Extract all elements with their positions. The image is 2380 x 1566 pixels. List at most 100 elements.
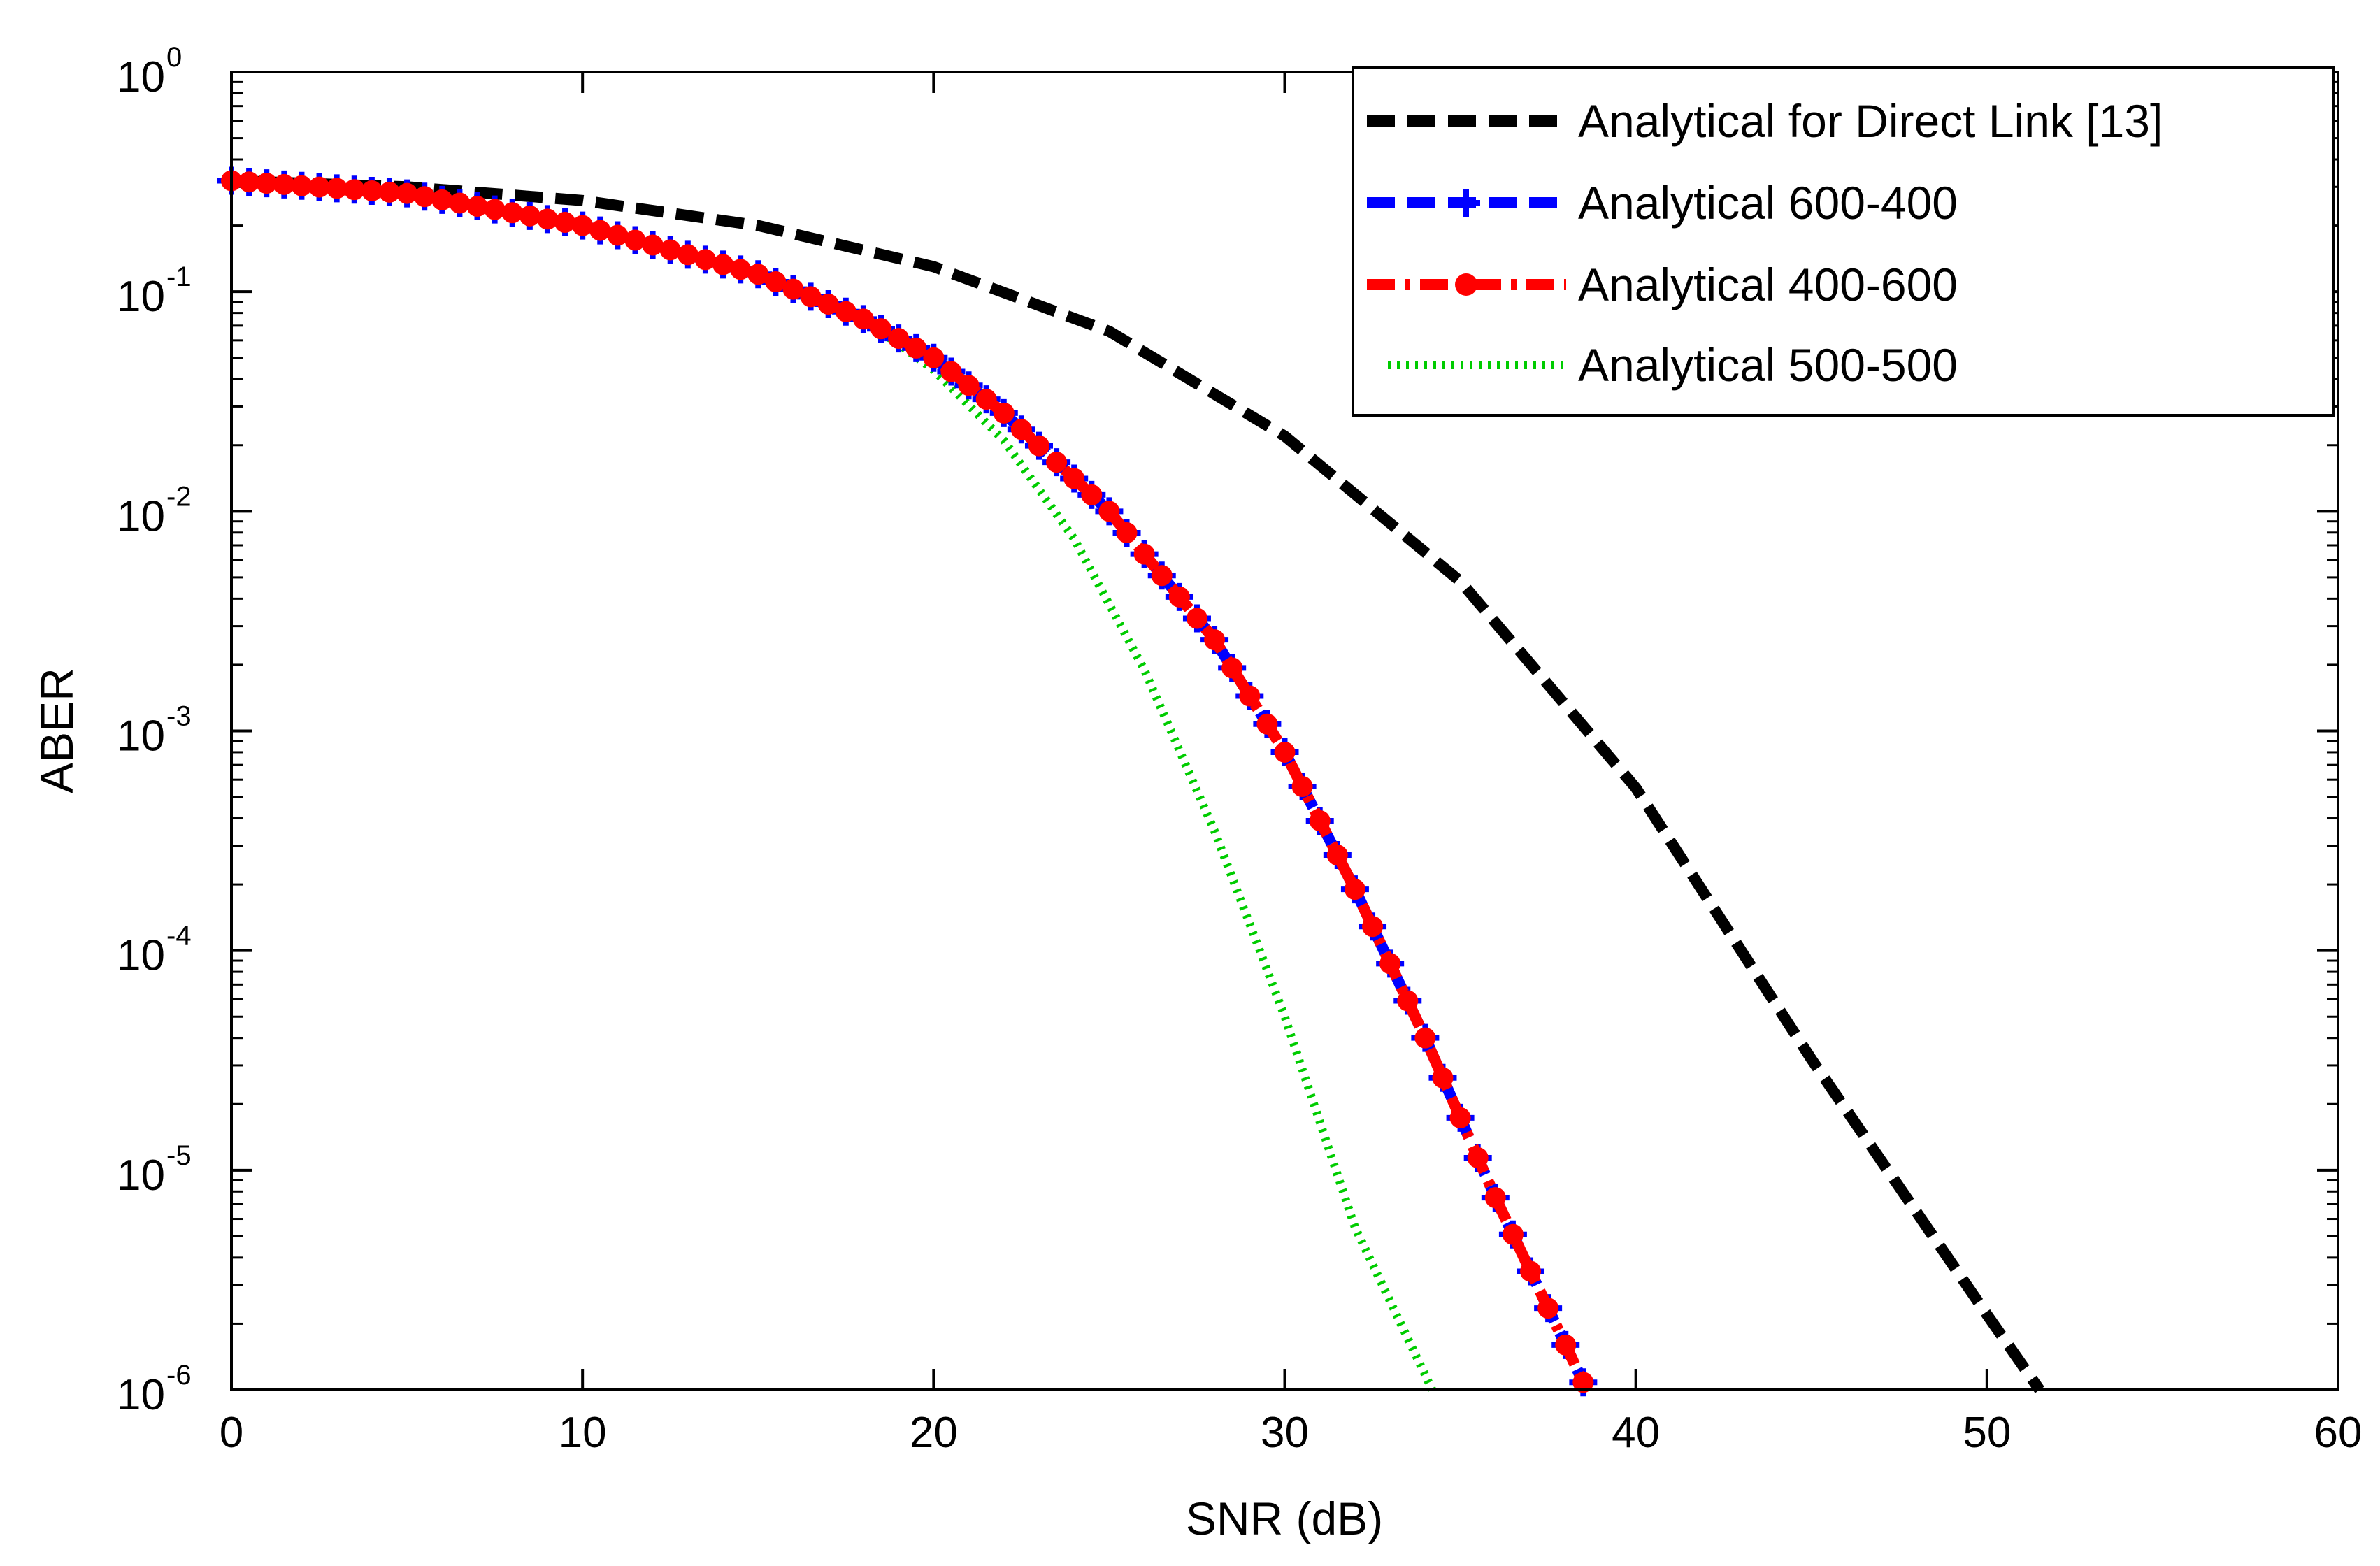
legend-label-400-600: Analytical 400-600 — [1578, 259, 1958, 310]
series-point-circle — [519, 205, 540, 227]
x-tick-label: 50 — [1963, 1409, 2011, 1457]
y-tick-exponent: -6 — [166, 1360, 192, 1391]
legend: Analytical for Direct Link [13] Analytic… — [1352, 66, 2335, 417]
series-point-circle — [1133, 543, 1155, 565]
series-point-circle — [449, 192, 471, 214]
series-point-circle — [800, 286, 822, 308]
series-point-circle — [501, 202, 523, 224]
series-point-circle — [1239, 685, 1261, 707]
y-tick-base: 10 — [117, 1371, 165, 1419]
series-point-circle — [1432, 1067, 1454, 1089]
series-point-circle — [1449, 1107, 1471, 1128]
series-point-circle — [624, 229, 646, 251]
series-point-circle — [378, 181, 400, 203]
series-point-circle — [589, 220, 611, 241]
y-tick-base: 10 — [117, 492, 165, 540]
y-tick-label: 10 -1 — [117, 261, 192, 321]
series-point-circle — [712, 254, 734, 275]
series-point-circle — [1046, 452, 1068, 473]
y-tick-label: 10 0 — [117, 42, 182, 101]
series-point-circle — [466, 196, 488, 217]
series-point-circle — [414, 186, 436, 208]
series-point-circle — [1274, 741, 1296, 763]
series-point-circle — [1168, 586, 1190, 608]
y-tick-base: 10 — [117, 53, 165, 101]
series-point-circle — [730, 259, 752, 280]
y-tick-exponent: -2 — [166, 481, 192, 512]
series-point-circle — [1572, 1372, 1594, 1393]
series-point-circle — [431, 189, 453, 210]
series-point-circle — [484, 199, 506, 220]
y-tick-exponent: -5 — [166, 1140, 192, 1171]
series-point-circle — [852, 308, 874, 330]
series-point-circle — [1555, 1334, 1577, 1356]
series-layer — [217, 166, 2044, 1397]
y-tick-exponent: -4 — [166, 921, 192, 951]
series-point-circle — [1467, 1147, 1489, 1168]
series-point-circle — [1362, 916, 1384, 938]
legend-label-600-400: Analytical 600-400 — [1578, 177, 1958, 229]
x-tick-label: 0 — [220, 1409, 243, 1457]
series-point-circle — [835, 301, 856, 322]
y-tick-base: 10 — [117, 712, 165, 761]
y-tick-label: 10 -2 — [117, 481, 192, 540]
series-point-circle — [870, 318, 892, 340]
series-point-circle — [1397, 990, 1419, 1012]
series-point-circle — [396, 182, 418, 204]
series-point-circle — [765, 271, 787, 292]
series-point-circle — [1502, 1223, 1524, 1245]
x-tick-label: 20 — [910, 1409, 958, 1457]
y-tick-label: 10 -4 — [117, 921, 192, 980]
x-tick-label: 40 — [1612, 1409, 1660, 1457]
series-point-circle — [1010, 419, 1032, 440]
series-point-circle — [554, 212, 576, 234]
series-point-circle — [536, 208, 558, 230]
legend-marker-circle — [1455, 273, 1477, 296]
series-point-circle — [817, 294, 839, 315]
series-point-circle — [940, 361, 962, 382]
x-axis-title: SNR (dB) — [1186, 1493, 1383, 1544]
x-tick-label: 30 — [1261, 1409, 1309, 1457]
series-point-circle — [1028, 435, 1049, 457]
series-point-circle — [291, 175, 313, 196]
series-point-circle — [1063, 468, 1085, 489]
y-tick-exponent: 0 — [166, 42, 182, 73]
series-point-circle — [1537, 1298, 1559, 1319]
x-tick-label: 10 — [559, 1409, 607, 1457]
series-point-circle — [975, 389, 997, 410]
series-point-circle — [1344, 879, 1365, 900]
series-point-circle — [677, 244, 698, 266]
series-point-circle — [361, 180, 382, 202]
series-point-circle — [1520, 1260, 1542, 1282]
series-point-circle — [694, 249, 716, 271]
series-point-circle — [993, 402, 1015, 424]
y-tick-exponent: -3 — [166, 701, 192, 732]
legend-label-direct-link: Analytical for Direct Link [13] — [1578, 95, 2163, 147]
series-point-circle — [1151, 565, 1173, 587]
y-tick-base: 10 — [117, 1151, 165, 1200]
series-point-circle — [238, 171, 260, 193]
series-point-circle — [1081, 484, 1103, 505]
series-point-circle — [1484, 1187, 1506, 1209]
series-point-circle — [958, 375, 980, 396]
series-point-circle — [642, 234, 664, 256]
y-tick-exponent: -1 — [166, 261, 192, 292]
series-point-circle — [273, 173, 295, 195]
major-ticks — [230, 71, 2339, 1391]
series-point-circle — [1256, 713, 1278, 735]
series-point-circle — [326, 178, 347, 199]
y-tick-base: 10 — [117, 932, 165, 980]
series-point-circle — [1116, 522, 1138, 543]
series-point-circle — [905, 337, 927, 359]
series-point-circle — [1326, 845, 1348, 866]
series-point-circle — [343, 179, 365, 201]
series-point-circle — [572, 215, 594, 236]
series-point-circle — [782, 278, 804, 300]
series-point-circle — [1204, 629, 1226, 651]
series-point-circle — [1414, 1027, 1436, 1049]
series-point-circle — [1379, 953, 1401, 975]
series-point-circle — [1291, 775, 1313, 797]
series-point-circle — [888, 328, 910, 350]
